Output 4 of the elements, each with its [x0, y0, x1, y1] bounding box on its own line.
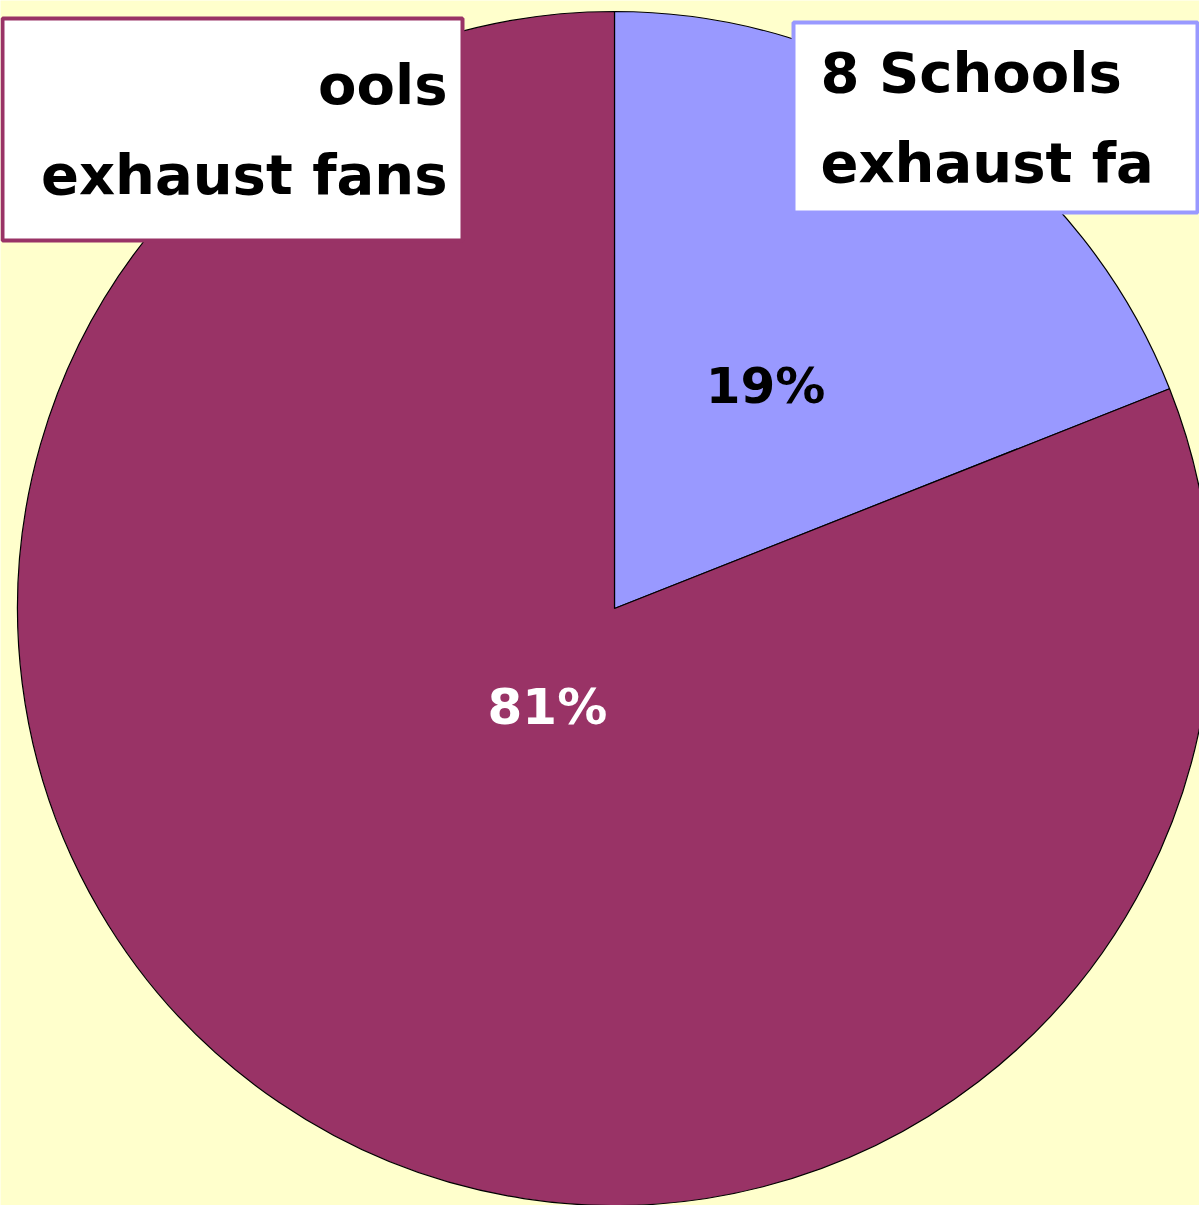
data-label: 19%	[705, 357, 826, 416]
data-label: 81%	[487, 678, 608, 737]
slice-label: ools exhaust fans	[40, 52, 448, 207]
slice-label: 8 Schools exhaust fa	[820, 40, 1154, 195]
